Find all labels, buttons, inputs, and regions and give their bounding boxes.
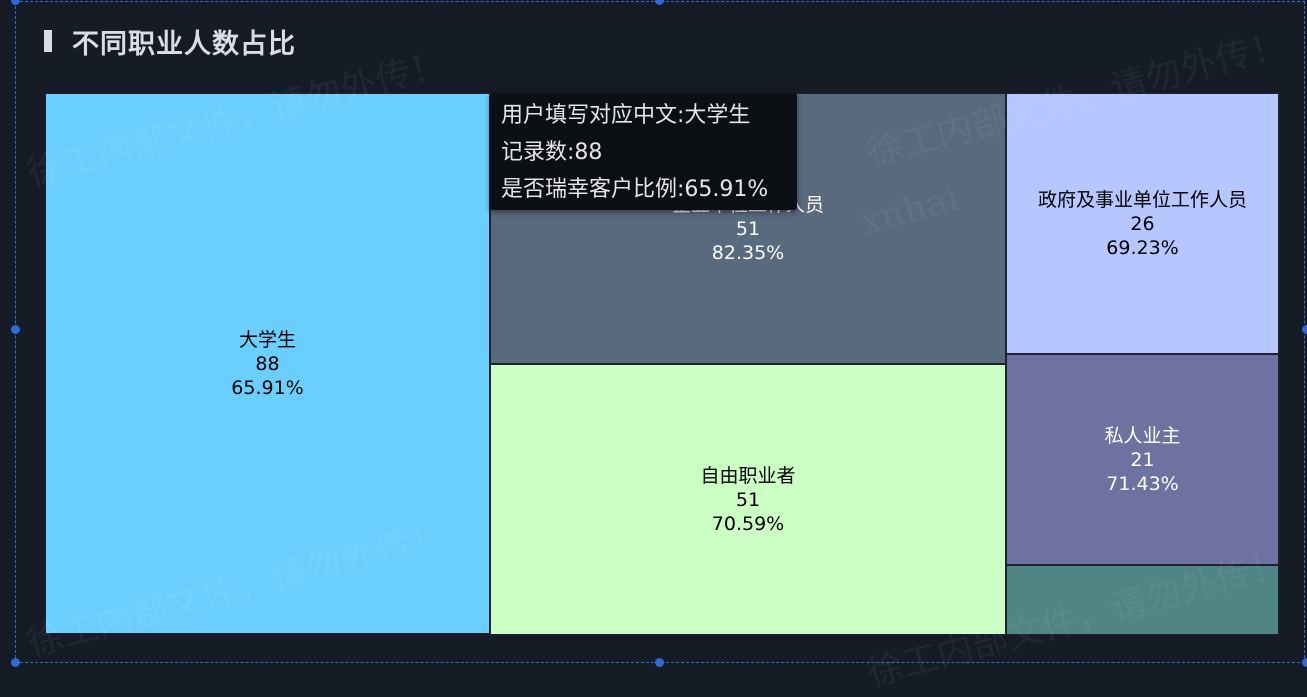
resize-handle[interactable] <box>1302 658 1307 667</box>
cell-value: 88 <box>255 352 280 375</box>
title-marker <box>44 30 52 52</box>
tooltip-line-ratio: 是否瑞幸客户比例:65.91% <box>501 177 769 202</box>
cell-name: 大学生 <box>238 328 296 351</box>
chart-title: 不同职业人数占比 <box>72 29 296 60</box>
resize-handle[interactable] <box>655 0 664 5</box>
tooltip: 用户填写对应中文:大学生 记录数:88 是否瑞幸客户比例:65.91% <box>490 93 797 210</box>
tooltip-line-count: 记录数:88 <box>501 140 603 165</box>
treemap-cell[interactable]: 政府及事业单位工作人员 26 69.23% <box>1006 93 1279 354</box>
resize-handle[interactable] <box>1302 325 1307 334</box>
tooltip-line-name: 用户填写对应中文:大学生 <box>501 103 751 128</box>
treemap-cell[interactable]: 私人业主 21 71.43% <box>1006 354 1279 565</box>
cell-ratio: 82.35% <box>711 241 785 264</box>
cell-value: 26 <box>1130 212 1155 235</box>
cell-ratio: 70.59% <box>711 512 785 535</box>
resize-handle[interactable] <box>11 658 20 667</box>
resize-handle[interactable] <box>655 658 664 667</box>
cell-name: 私人业主 <box>1104 424 1181 447</box>
cell-ratio: 69.23% <box>1106 236 1179 259</box>
cell-ratio: 65.91% <box>231 376 304 399</box>
cell-ratio: 71.43% <box>1106 472 1179 495</box>
resize-handle[interactable] <box>11 0 20 5</box>
treemap-cell[interactable] <box>1006 565 1279 635</box>
cell-name: 政府及事业单位工作人员 <box>1037 188 1247 211</box>
cell-name: 自由职业者 <box>700 464 796 487</box>
cell-value: 51 <box>735 488 761 511</box>
cell-value: 51 <box>735 217 761 240</box>
treemap-cell[interactable]: 自由职业者 51 70.59% <box>490 364 1006 635</box>
cell-value: 21 <box>1130 448 1155 471</box>
treemap-cell[interactable]: 大学生 88 65.91% <box>45 93 490 634</box>
resize-handle[interactable] <box>11 325 20 334</box>
